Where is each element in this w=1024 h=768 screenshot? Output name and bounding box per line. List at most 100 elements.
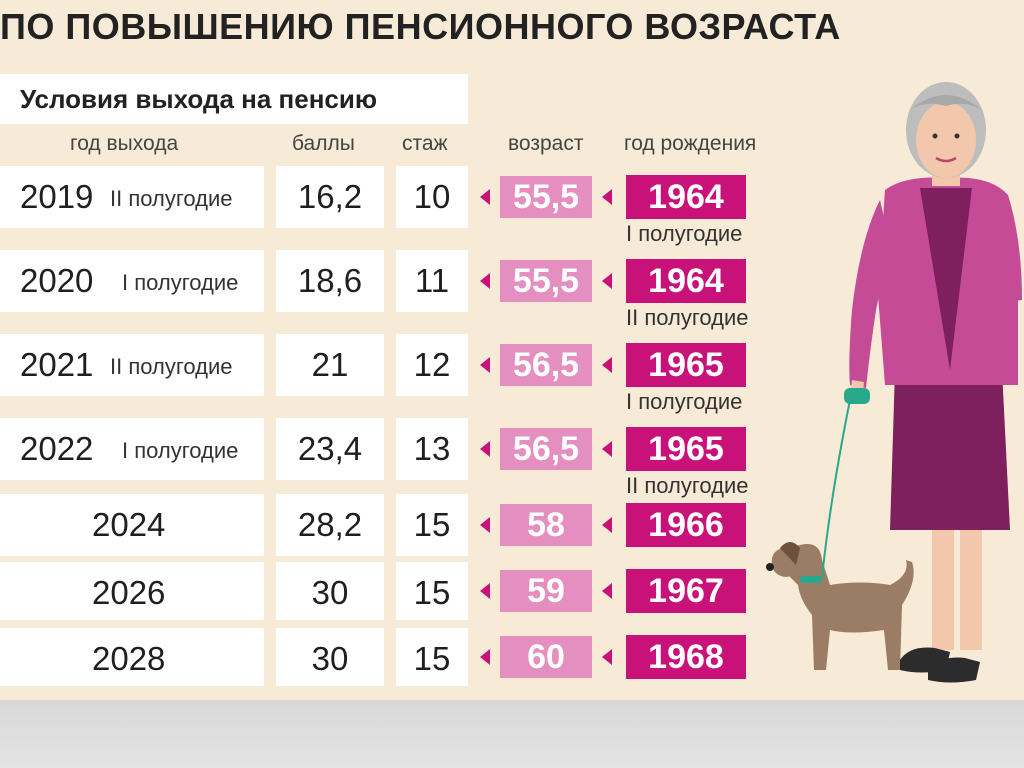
age-badge: 58: [500, 504, 592, 546]
birth-year-badge: 1966: [626, 503, 746, 547]
experience-value: 12: [413, 346, 451, 383]
year-cell: 2024: [0, 494, 264, 556]
woman-with-dog-illustration: [766, 82, 1022, 683]
birth-year-value: 1965: [648, 430, 724, 468]
year-value: 2028: [92, 640, 166, 677]
arrow-left-icon: [602, 649, 612, 665]
birth-year-value: 1967: [648, 572, 724, 610]
points-value: 18,6: [297, 262, 363, 299]
age-value: 58: [527, 506, 565, 544]
birth-year-value: 1968: [648, 638, 724, 676]
birth-half-year-label: II полугодие: [626, 473, 749, 498]
arrow-left-icon: [480, 357, 490, 373]
arrow-left-icon: [602, 583, 612, 599]
points-cell: 28,2: [276, 494, 384, 556]
experience-cell: 15: [396, 494, 468, 556]
year-value: 2026: [92, 574, 166, 611]
column-header-birth-year: год рождения: [624, 132, 757, 155]
experience-value: 10: [413, 178, 451, 215]
points-cell: 16,2: [276, 166, 384, 228]
arrow-left-icon: [602, 441, 612, 457]
experience-value: 15: [413, 506, 451, 543]
experience-value: 11: [414, 262, 450, 299]
experience-cell: 10: [396, 166, 468, 228]
year-cell: II полугодие 2021: [0, 334, 264, 396]
half-year-label: II полугодие: [110, 354, 233, 379]
age-badge: 59: [500, 570, 592, 612]
arrow-left-icon: [602, 189, 612, 205]
dog-illustration: [766, 542, 914, 670]
birth-year-badge: 1968: [626, 635, 746, 679]
arrow-left-icon: [480, 273, 490, 289]
experience-cell: 15: [396, 562, 468, 620]
year-value: 2020: [20, 262, 94, 299]
page-title: ПО ПОВЫШЕНИЮ ПЕНСИОННОГО ВОЗРАСТА: [0, 6, 841, 47]
year-value: 2022: [20, 430, 94, 467]
age-value: 55,5: [512, 262, 580, 300]
age-value: 59: [527, 572, 565, 610]
experience-value: 13: [413, 430, 451, 467]
points-cell: 30: [276, 628, 384, 686]
birth-year-value: 1964: [648, 262, 724, 300]
points-value: 21: [311, 346, 349, 383]
year-value: 2019: [20, 178, 94, 215]
birth-year-value: 1965: [648, 346, 724, 384]
points-value: 28,2: [297, 506, 363, 543]
arrow-left-icon: [480, 517, 490, 533]
birth-half-year-label: II полугодие: [626, 305, 749, 330]
birth-year-badge: 1967: [626, 569, 746, 613]
birth-year-badge: 1965: [626, 427, 746, 471]
year-cell: 2026: [0, 562, 264, 620]
arrow-left-icon: [602, 273, 612, 289]
points-cell: 30: [276, 562, 384, 620]
experience-value: 15: [413, 574, 451, 611]
birth-year-value: 1966: [648, 506, 724, 544]
year-cell: II полугодие 2019: [0, 166, 264, 228]
age-value: 55,5: [512, 178, 580, 216]
arrow-left-icon: [602, 357, 612, 373]
arrow-left-icon: [480, 583, 490, 599]
column-header-points: баллы: [292, 132, 355, 155]
age-value: 56,5: [512, 346, 580, 384]
year-cell: 2028: [0, 628, 264, 686]
year-cell: I полугодие 2020: [0, 250, 264, 312]
birth-year-badge: 1964: [626, 259, 746, 303]
half-year-label: I полугодие: [122, 270, 239, 295]
age-badge: 56,5: [500, 344, 592, 386]
age-value: 60: [527, 638, 565, 676]
experience-cell: 13: [396, 418, 468, 480]
column-header-year: год выхода: [70, 132, 179, 155]
arrow-left-icon: [480, 441, 490, 457]
points-value: 23,4: [297, 430, 363, 467]
age-badge: 56,5: [500, 428, 592, 470]
year-value: 2021: [20, 346, 94, 383]
subtitle: Условия выхода на пенсию: [20, 84, 378, 114]
points-cell: 21: [276, 334, 384, 396]
subtitle-panel: Условия выхода на пенсию: [0, 74, 468, 124]
age-badge: 55,5: [500, 176, 592, 218]
points-cell: 23,4: [276, 418, 384, 480]
experience-value: 15: [413, 640, 451, 677]
year-value: 2024: [92, 506, 166, 543]
bottom-band: [0, 700, 1024, 768]
experience-cell: 15: [396, 628, 468, 686]
column-header-age: возраст: [508, 132, 584, 155]
arrow-left-icon: [480, 189, 490, 205]
age-badge: 60: [500, 636, 592, 678]
elderly-woman-illustration: [844, 82, 1022, 683]
arrow-left-icon: [480, 649, 490, 665]
points-value: 16,2: [297, 178, 363, 215]
points-value: 30: [311, 640, 349, 677]
arrow-left-icon: [602, 517, 612, 533]
year-cell: I полугодие 2022: [0, 418, 264, 480]
age-value: 56,5: [512, 430, 580, 468]
experience-cell: 11: [396, 250, 468, 312]
birth-year-value: 1964: [648, 178, 724, 216]
birth-year-badge: 1964: [626, 175, 746, 219]
birth-half-year-label: I полугодие: [626, 221, 743, 246]
column-header-experience: стаж: [402, 132, 448, 155]
half-year-label: II полугодие: [110, 186, 233, 211]
birth-year-badge: 1965: [626, 343, 746, 387]
half-year-label: I полугодие: [122, 438, 239, 463]
birth-half-year-label: I полугодие: [626, 389, 743, 414]
